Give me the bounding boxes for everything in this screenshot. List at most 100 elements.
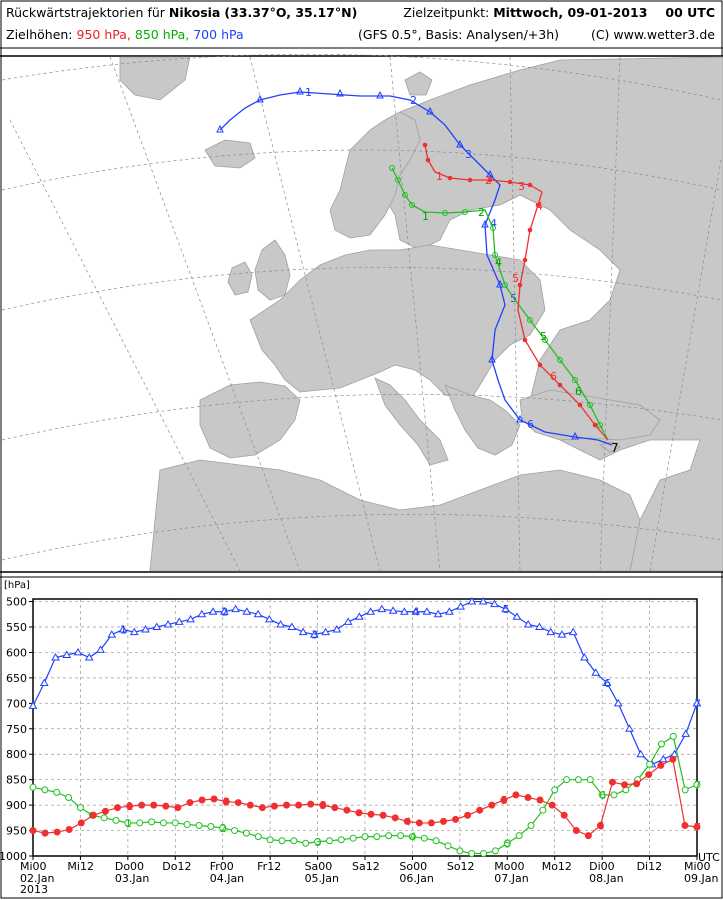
series-700-point: [107, 630, 117, 638]
series-850-point: [456, 847, 464, 855]
series-700-point: [231, 604, 240, 613]
series-850-point: [65, 793, 73, 801]
y-tick-label: 800: [6, 748, 27, 761]
series-850-point: [53, 788, 61, 796]
series-950-point: [101, 807, 109, 815]
series-700-point: [433, 609, 443, 618]
series-700-point: [343, 617, 353, 625]
series-700-point: [478, 597, 488, 605]
series-950-point: [524, 793, 532, 801]
series-950-day-label: 1: [127, 800, 134, 813]
series-700-point: [51, 653, 60, 661]
series-850-point: [527, 821, 535, 829]
series-850-point: [278, 837, 286, 845]
series-700-day-label: 4: [413, 606, 420, 619]
series-700-point: [276, 619, 285, 628]
series-950-point: [367, 810, 375, 818]
series-700-day-label: 1: [120, 624, 127, 637]
model-info: (GFS 0.5°, Basis: Analysen/+3h): [358, 27, 560, 42]
series-950-point: [403, 817, 411, 825]
series-700-point: [309, 630, 319, 638]
series-950-point: [608, 778, 616, 786]
series-850-point: [586, 776, 594, 784]
trajectory-950-line: [424, 144, 609, 441]
series-700-point: [501, 604, 511, 613]
series-950-point: [41, 829, 49, 837]
series-700-point: [613, 698, 623, 707]
series-850-point: [669, 732, 677, 740]
land-scandinavia: [329, 111, 421, 239]
series-950-point: [657, 761, 665, 769]
series-700-point: [591, 668, 601, 676]
land-italy: [374, 377, 449, 466]
x-axis-unit: UTC: [698, 851, 720, 864]
level-850: 850 hPa,: [134, 27, 190, 42]
series-700-point: [467, 597, 477, 605]
series-850-day-label: 1: [125, 817, 132, 830]
x-axis-year: 2013: [20, 883, 48, 896]
y-tick-label: 550: [6, 621, 27, 634]
series-950-point: [669, 755, 677, 763]
x-tick-label: Mi12: [67, 860, 94, 873]
trajectory-950-markers: [422, 142, 598, 428]
x-tick-label: Sa00: [305, 860, 333, 873]
series-700-point: [490, 599, 499, 608]
series-850-day-label: 2: [220, 822, 227, 835]
series-950-point: [283, 801, 291, 809]
series-700-point: [332, 625, 342, 633]
series-850-point: [183, 820, 191, 828]
series-950-point: [512, 791, 520, 799]
series-950-point: [548, 801, 556, 809]
series-850-day-label: 5: [504, 837, 511, 850]
svg-text:4: 4: [490, 217, 497, 230]
svg-text:2: 2: [485, 174, 492, 187]
svg-text:1: 1: [422, 210, 429, 223]
series-850-point: [124, 819, 132, 827]
series-950-day-label: 6: [597, 819, 604, 832]
series-850-point: [598, 791, 606, 799]
series-950-point: [222, 798, 230, 806]
series-950-point: [210, 795, 218, 803]
x-tick-label: Mi00: [20, 860, 47, 873]
series-950-point: [162, 802, 170, 810]
title-coords: (33.37°O, 35.17°N): [224, 5, 358, 20]
series-850-point: [646, 760, 654, 768]
series-950-day-label: 2: [223, 796, 230, 809]
series-850-point: [159, 819, 167, 827]
svg-text:6: 6: [550, 370, 557, 383]
series-700-point: [298, 627, 308, 636]
x-tick-label: Mo12: [542, 860, 572, 873]
series-850-point: [195, 821, 203, 829]
series-700-point: [658, 754, 668, 763]
series-700-point: [512, 612, 522, 620]
x-tick-label: Mi00: [684, 860, 711, 873]
series-950-point: [65, 826, 73, 834]
svg-text:4: 4: [495, 256, 502, 269]
series-850-point: [254, 833, 262, 841]
land-turkey: [519, 389, 661, 441]
svg-text:2: 2: [410, 94, 417, 107]
plot-frame: [32, 598, 698, 857]
series-950-point: [572, 827, 580, 835]
series-700-point: [535, 622, 544, 630]
y-tick-label: 650: [6, 672, 27, 685]
series-950-point: [270, 802, 278, 810]
series-850-point: [314, 838, 322, 846]
trajectory-850: 1 24 56: [389, 165, 609, 441]
series-850-point: [100, 814, 108, 822]
series-850-point: [693, 781, 701, 789]
series-850-point: [420, 834, 428, 842]
series-950-point: [391, 814, 399, 822]
series-850-point: [325, 837, 333, 845]
series-850-point: [207, 822, 215, 830]
x-tick-date-label: 05.Jan: [305, 872, 339, 885]
series-950-point: [560, 811, 568, 819]
series-950-point: [476, 806, 484, 814]
x-tick-label: So12: [447, 860, 475, 873]
trajectory-850-day-labels: 1 24 56: [422, 206, 582, 398]
series-950-point: [307, 800, 315, 808]
x-tick-label: So00: [399, 860, 427, 873]
x-tick-date-label: 03.Jan: [115, 872, 149, 885]
series-700-day-label: 3: [311, 629, 318, 642]
